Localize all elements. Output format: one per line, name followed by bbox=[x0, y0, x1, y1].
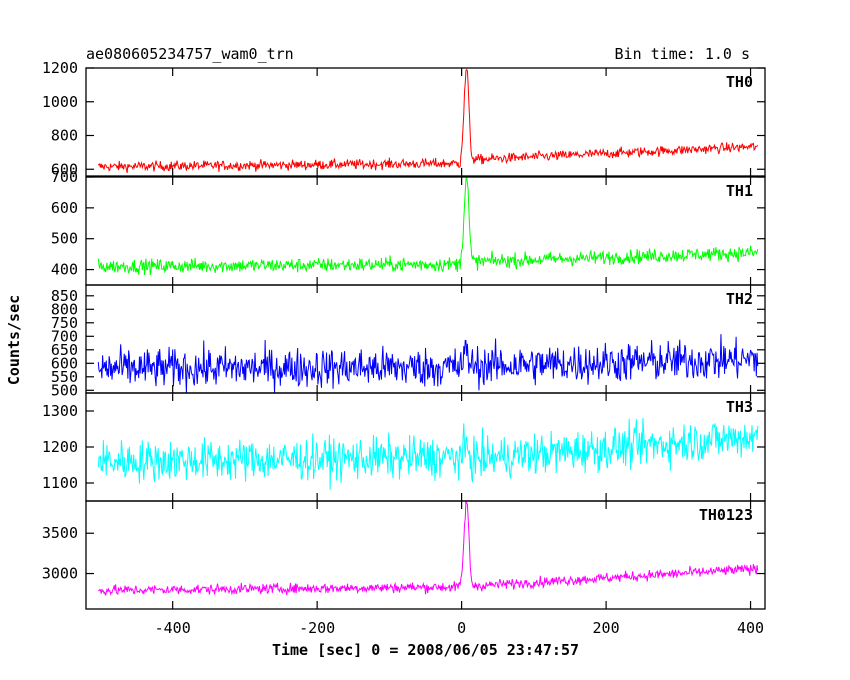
chart-title: ae080605234757_wam0_trn bbox=[86, 45, 294, 63]
y-tick-label: 800 bbox=[51, 127, 78, 145]
y-tick-label: 550 bbox=[51, 368, 78, 386]
y-tick-label: 500 bbox=[51, 230, 78, 248]
y-axis-label: Counts/sec bbox=[5, 295, 23, 385]
y-tick-label: 700 bbox=[51, 168, 78, 186]
x-tick-label: 200 bbox=[593, 619, 620, 637]
series-line-th0123 bbox=[98, 500, 759, 596]
series-line-th2 bbox=[97, 334, 759, 394]
y-tick-label: 1100 bbox=[42, 474, 78, 492]
y-tick-label: 500 bbox=[51, 381, 78, 399]
panel-label-th3: TH3 bbox=[726, 398, 753, 416]
panel-frame-th0123 bbox=[85, 500, 766, 610]
x-tick-label: 400 bbox=[737, 619, 764, 637]
y-tick-label: 600 bbox=[51, 160, 78, 178]
y-tick-label: 600 bbox=[51, 199, 78, 217]
x-tick-label: -200 bbox=[299, 619, 335, 637]
panel-frame-th2 bbox=[85, 284, 766, 394]
x-tick-label: 0 bbox=[457, 619, 466, 637]
series-line-th1 bbox=[97, 176, 759, 276]
y-tick-label: 650 bbox=[51, 341, 78, 359]
y-tick-label: 3000 bbox=[42, 565, 78, 583]
x-axis-label: Time [sec] 0 = 2008/06/05 23:47:57 bbox=[272, 641, 579, 659]
panel-label-th0123: TH0123 bbox=[699, 506, 753, 524]
y-tick-label: 750 bbox=[51, 314, 78, 332]
x-tick-label: -400 bbox=[155, 619, 191, 637]
panel-label-th1: TH1 bbox=[726, 182, 753, 200]
panel-frame-th0 bbox=[85, 67, 766, 177]
y-tick-label: 3500 bbox=[42, 524, 78, 542]
y-tick-label: 1300 bbox=[42, 402, 78, 420]
y-tick-label: 1000 bbox=[42, 93, 78, 111]
y-tick-label: 850 bbox=[51, 287, 78, 305]
y-tick-label: 1200 bbox=[42, 438, 78, 456]
series-line-th3 bbox=[97, 418, 759, 490]
y-tick-label: 400 bbox=[51, 261, 78, 279]
bin-time-label: Bin time: 1.0 s bbox=[614, 45, 750, 63]
y-tick-label: 600 bbox=[51, 354, 78, 372]
series-line-th0 bbox=[97, 68, 759, 174]
y-tick-label: 800 bbox=[51, 300, 78, 318]
y-tick-label: 1200 bbox=[42, 59, 78, 77]
y-tick-label: 700 bbox=[51, 327, 78, 345]
panel-label-th2: TH2 bbox=[726, 290, 753, 308]
panel-label-th0: TH0 bbox=[726, 73, 753, 91]
